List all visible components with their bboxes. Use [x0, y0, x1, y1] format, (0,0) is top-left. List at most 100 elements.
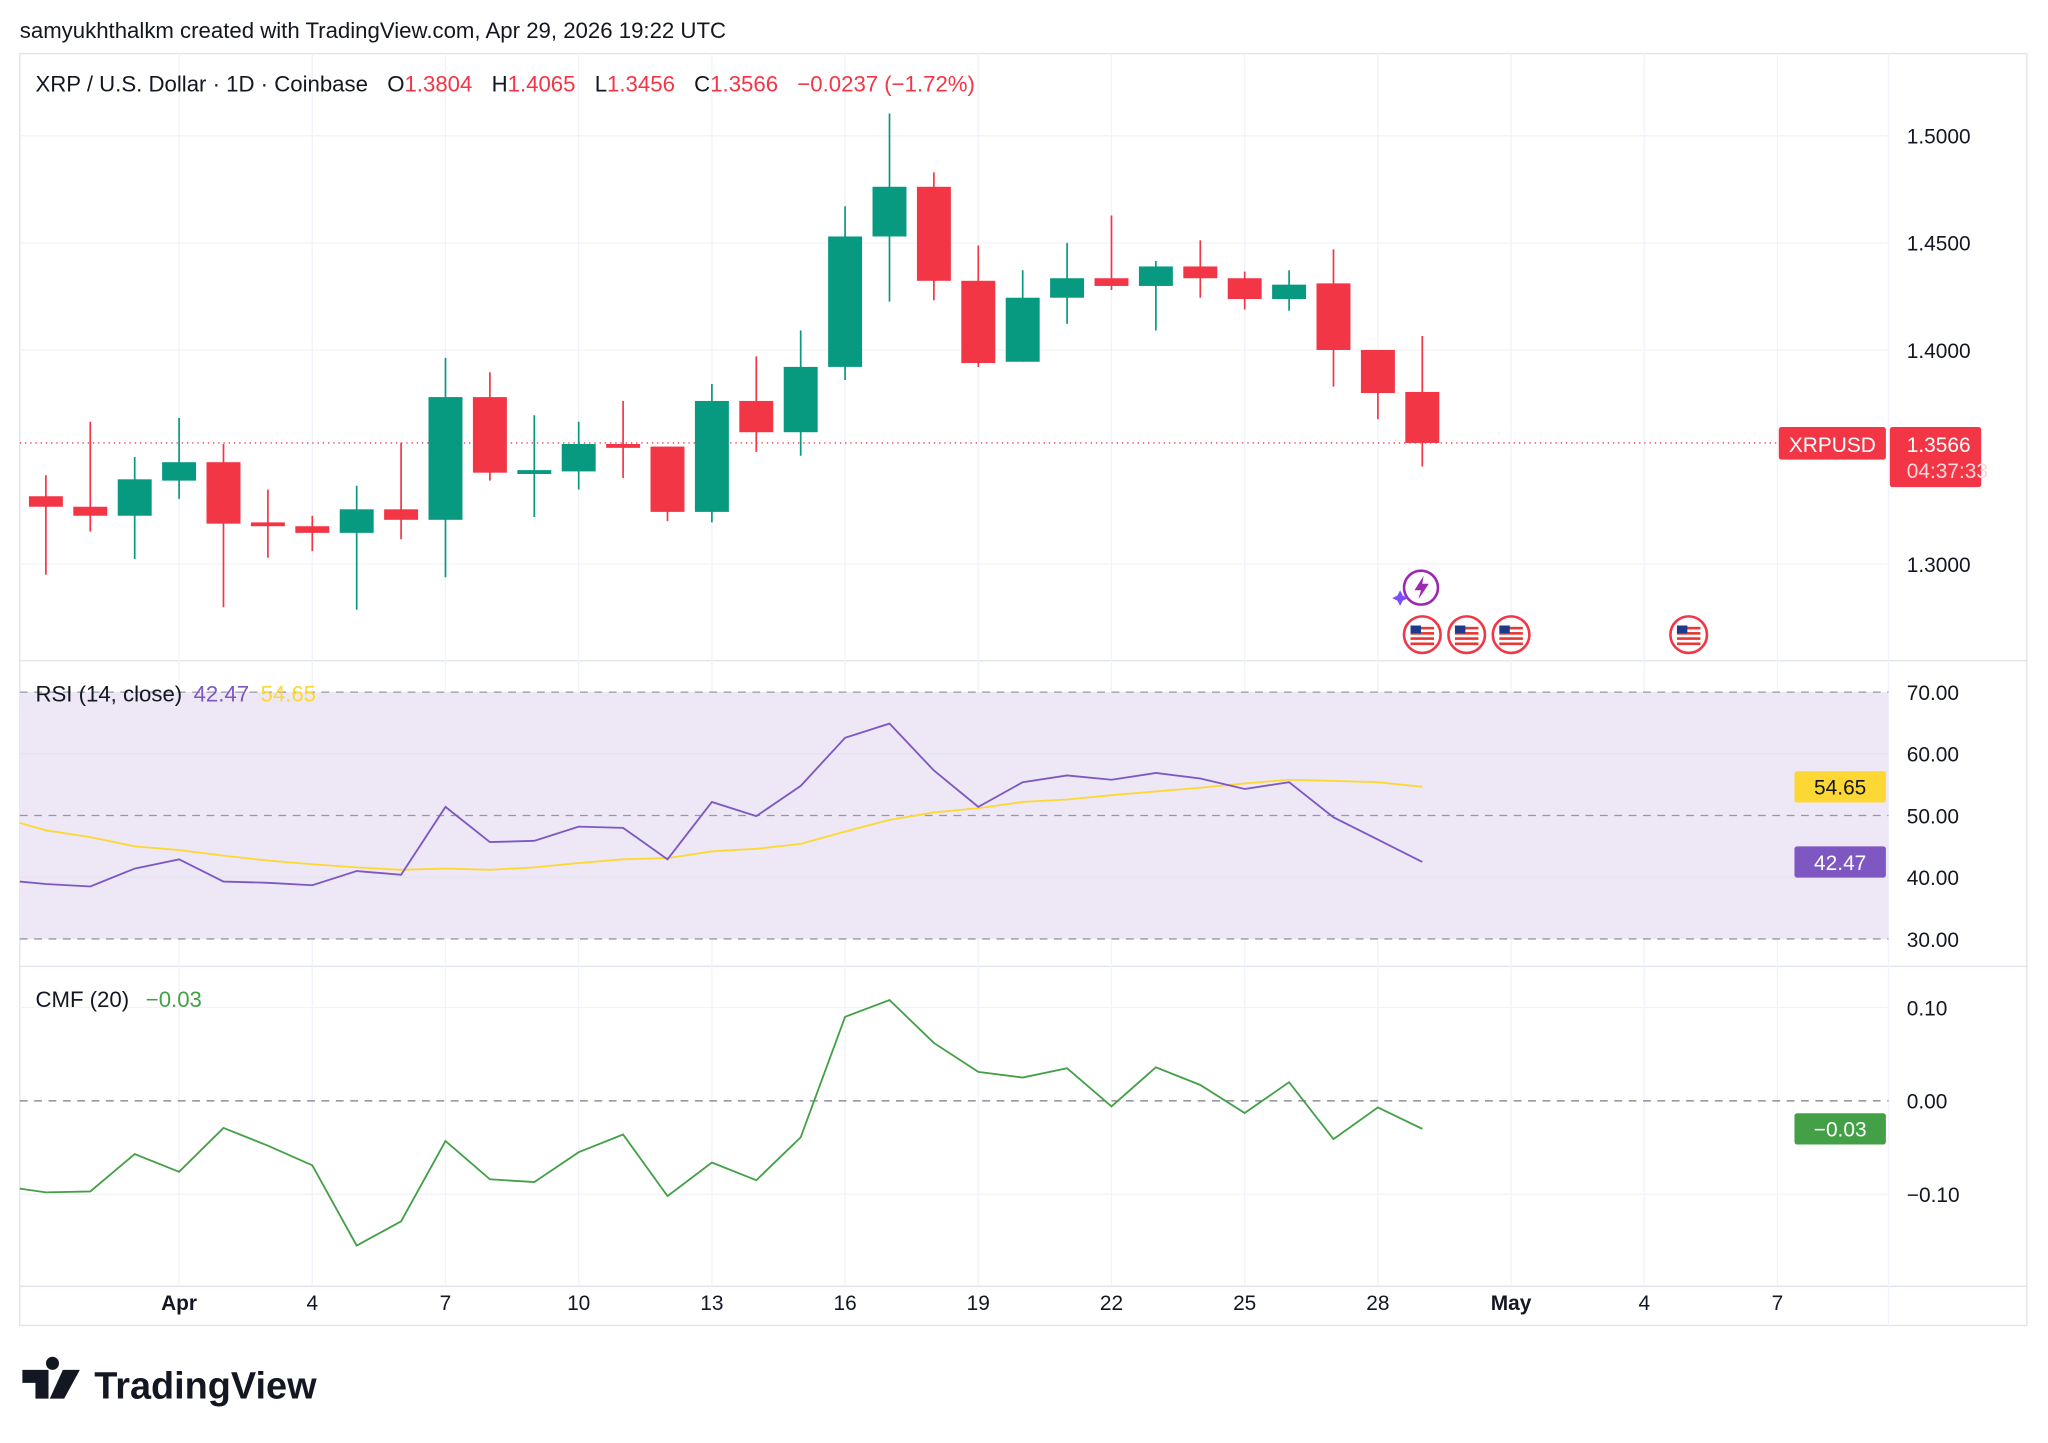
x-tick-label: 22	[1100, 1292, 1123, 1315]
us-flag-icon[interactable]	[1669, 615, 1709, 655]
candle-body	[472, 397, 507, 473]
rsi-value-tag	[1794, 846, 1886, 878]
cmf-value-tag-text: −0.03	[1814, 1119, 1867, 1142]
attribution-text: samyukhthalkm created with TradingView.c…	[20, 18, 726, 43]
x-tick-label: Apr	[161, 1292, 197, 1315]
rsi-ma-value: 54.65	[261, 681, 317, 706]
svg-text:RSI (14, close) 42.47: RSI (14, close) 42.47 54.65	[35, 681, 316, 706]
candle-body	[1227, 278, 1262, 300]
tradingview-logo[interactable]: TradingView	[22, 1356, 317, 1408]
cmf-value-tag	[1794, 1113, 1886, 1145]
us-flag-icon[interactable]	[1491, 615, 1531, 655]
cmf-tick-label: −0.10	[1907, 1184, 1960, 1207]
candle-down[interactable]	[606, 400, 641, 479]
candle-down[interactable]	[28, 475, 63, 575]
flag-canton	[1676, 625, 1688, 634]
events	[1392, 569, 1709, 655]
rsi-tick-label: 30.00	[1907, 929, 1959, 952]
candle-down[interactable]	[384, 442, 419, 540]
candle-up[interactable]	[517, 415, 552, 518]
candle-body	[162, 462, 197, 481]
candle-body	[694, 400, 729, 512]
symbol-title[interactable]: XRP / U.S. Dollar · 1D · Coinbase	[35, 71, 368, 96]
rsi-legend: RSI (14, close) 42.47 54.65	[35, 681, 316, 706]
flag-stripe	[1454, 637, 1479, 640]
candle-down[interactable]	[916, 172, 951, 301]
rsi-tick-label: 70.00	[1907, 682, 1959, 705]
rsi-tick-label: 60.00	[1907, 744, 1959, 767]
tradingview-logo-text: TradingView	[94, 1366, 317, 1408]
cmf-tick-label: 0.10	[1907, 997, 1948, 1020]
candle-body	[295, 526, 330, 533]
candle-up[interactable]	[162, 417, 197, 499]
flag-stripe	[1676, 632, 1701, 635]
candle-down[interactable]	[295, 515, 330, 552]
flag-canton	[1499, 625, 1510, 634]
flag-stripe	[1410, 626, 1435, 630]
candle-down[interactable]	[206, 443, 241, 608]
candle-body	[561, 443, 596, 472]
candle-up[interactable]	[828, 206, 863, 380]
candle-up[interactable]	[694, 384, 729, 523]
candle-up[interactable]	[428, 357, 463, 578]
candle-up[interactable]	[1050, 242, 1085, 324]
candle-down[interactable]	[1405, 336, 1440, 467]
candle-body	[517, 470, 552, 474]
candle-down[interactable]	[1316, 249, 1351, 387]
candle-down[interactable]	[1183, 240, 1218, 298]
countdown-text: 04:37:33	[1907, 460, 1988, 483]
candle-body	[428, 397, 463, 520]
candle-up[interactable]	[117, 457, 152, 560]
candle-down[interactable]	[650, 446, 685, 522]
candle-up[interactable]	[1005, 270, 1040, 362]
flag-stripe	[1499, 632, 1523, 635]
candle-down[interactable]	[1094, 215, 1129, 291]
flag-stripe	[1499, 626, 1523, 630]
rsi-ma-value-tag-text: 54.65	[1814, 777, 1866, 800]
x-tick-label: 4	[1638, 1292, 1650, 1315]
flag-stripe	[1499, 637, 1523, 640]
us-flag-icon[interactable]	[1447, 615, 1487, 655]
candle-down[interactable]	[250, 489, 285, 558]
candle-down[interactable]	[73, 421, 108, 532]
lightning-event-icon[interactable]	[1392, 569, 1440, 606]
x-tick-label: 19	[967, 1292, 990, 1315]
cmf-title[interactable]: CMF (20)	[35, 987, 129, 1012]
candle-up[interactable]	[339, 485, 374, 610]
candle-down[interactable]	[1227, 271, 1262, 310]
candle-body	[73, 506, 108, 516]
candle-body	[1094, 278, 1129, 286]
candle-down[interactable]	[739, 356, 774, 452]
candle-body	[1005, 297, 1040, 362]
us-flag-icon[interactable]	[1402, 615, 1442, 655]
low-value: 1.3456	[607, 71, 675, 96]
x-tick-label: 7	[1772, 1292, 1784, 1315]
candle-up[interactable]	[1272, 270, 1307, 311]
candle-up[interactable]	[1138, 261, 1173, 331]
rsi-tick-label: 50.00	[1907, 805, 1959, 828]
open-value: 1.3804	[404, 71, 472, 96]
candle-up[interactable]	[872, 113, 907, 302]
price-tick-label: 1.3000	[1907, 554, 1971, 577]
x-tick-label: 7	[440, 1292, 452, 1315]
flag-stripe	[1410, 637, 1435, 640]
x-tick-label: May	[1491, 1292, 1532, 1315]
cmf-value: −0.03	[146, 987, 202, 1012]
candle-down[interactable]	[961, 245, 996, 367]
symbol-tag-text: XRPUSD	[1789, 434, 1876, 457]
candle-body	[1272, 284, 1307, 300]
candle-down[interactable]	[472, 372, 507, 481]
price-tick-label: 1.4500	[1907, 233, 1971, 256]
candle-down[interactable]	[1360, 349, 1395, 420]
candle-up[interactable]	[561, 421, 596, 490]
high-label: H	[492, 71, 508, 96]
svg-text:CMF (20) −0.03: CMF (20) −0.03	[35, 987, 201, 1012]
rsi-title[interactable]: RSI (14, close)	[35, 681, 182, 706]
candle-up[interactable]	[783, 330, 818, 456]
rsi-tick-label: 40.00	[1907, 867, 1959, 890]
rsi-ma-value-tag	[1794, 771, 1886, 803]
flag-canton	[1454, 625, 1466, 634]
x-tick-label: 25	[1233, 1292, 1256, 1315]
flag-stripe	[1454, 642, 1479, 646]
